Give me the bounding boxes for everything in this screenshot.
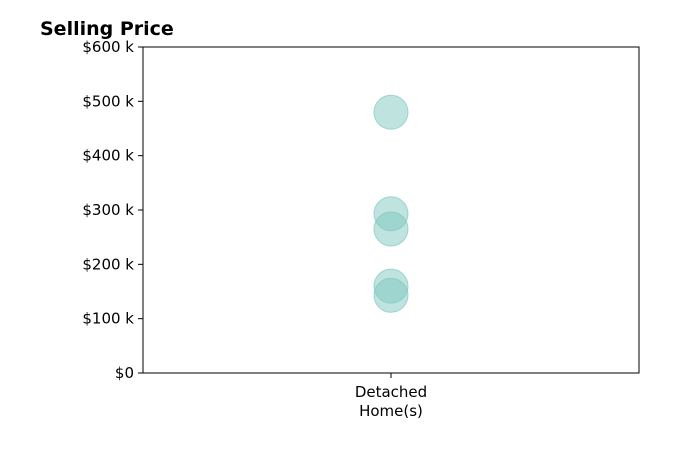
y-tick-label: $500 k [82, 92, 134, 110]
y-tick-label: $300 k [82, 201, 134, 219]
data-point [373, 211, 409, 247]
y-tick-label: $600 k [82, 38, 134, 56]
data-point [373, 94, 409, 130]
y-tick-label: $100 k [82, 310, 134, 328]
y-axis: $0 $100 k $200 k $300 k $400 k $500 k $600 k [82, 38, 143, 382]
x-tick-label: Detached Home(s) [355, 383, 427, 420]
y-tick-label: $0 [115, 364, 134, 382]
x-axis: Detached Home(s) [355, 373, 427, 420]
y-tick-label: $400 k [82, 147, 134, 165]
data-points [373, 94, 409, 313]
data-point [373, 277, 409, 313]
chart-title: Selling Price [40, 18, 174, 40]
y-tick-label: $200 k [82, 255, 134, 273]
